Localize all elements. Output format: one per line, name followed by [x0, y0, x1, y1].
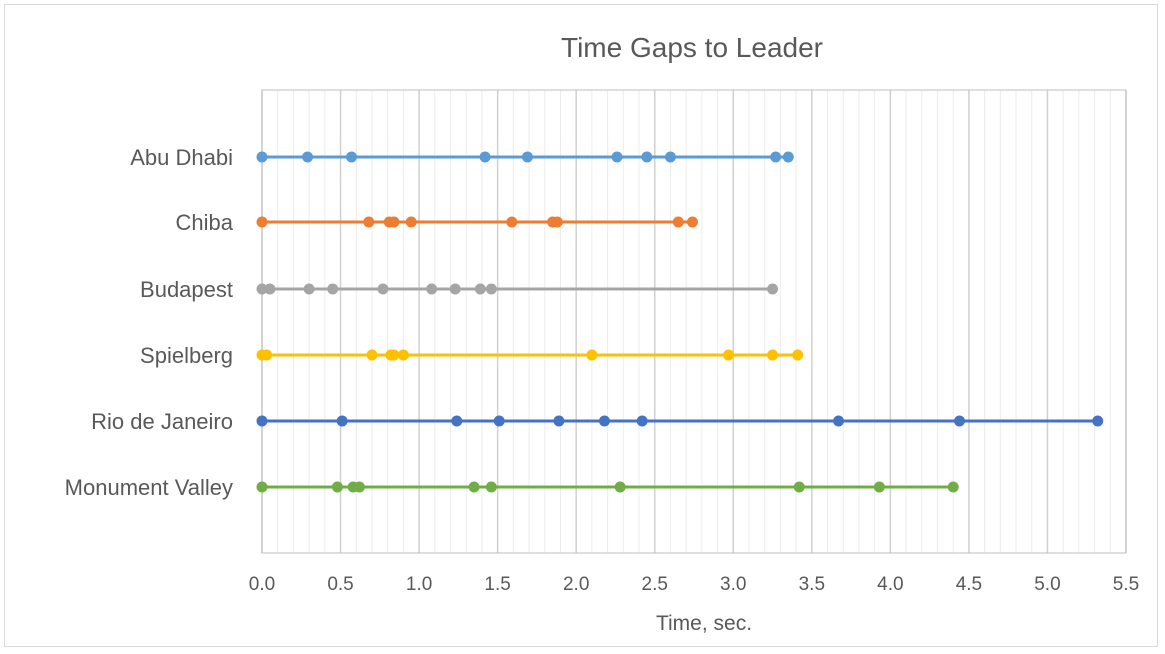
data-point [873, 481, 885, 493]
data-point [664, 151, 676, 163]
data-point [521, 151, 533, 163]
data-point [833, 415, 845, 427]
category-label: Monument Valley [65, 475, 233, 500]
data-point [303, 283, 315, 295]
x-tick-label: 5.5 [1113, 574, 1139, 595]
x-tick-label: 1.0 [406, 574, 432, 595]
x-tick-label: 2.5 [642, 574, 668, 595]
data-point [302, 151, 314, 163]
series-group [256, 151, 1104, 493]
chart-title: Time Gaps to Leader [561, 32, 823, 63]
data-point [686, 216, 698, 228]
data-point [479, 151, 491, 163]
data-point [770, 151, 782, 163]
x-tick-label: 4.0 [877, 574, 903, 595]
data-point [468, 481, 480, 493]
data-point [614, 481, 626, 493]
data-point [953, 415, 965, 427]
category-label: Chiba [176, 210, 234, 235]
plot-area-border [261, 89, 1127, 554]
data-point [723, 349, 735, 361]
data-point [256, 415, 268, 427]
data-point [792, 349, 804, 361]
data-point [485, 481, 497, 493]
series-spielberg [256, 349, 804, 361]
data-point [256, 481, 268, 493]
x-tick-label: 3.5 [799, 574, 825, 595]
category-labels: Abu Dhabi Chiba Budapest Spielberg Rio de Ja… [65, 145, 234, 500]
category-label: Budapest [140, 277, 233, 302]
data-point [611, 151, 623, 163]
data-point [449, 283, 461, 295]
data-point [366, 349, 378, 361]
x-tick-label: 1.5 [484, 574, 510, 595]
x-tick-label: 0.5 [327, 574, 353, 595]
category-label: Rio de Janeiro [91, 409, 233, 434]
data-point [551, 216, 563, 228]
gridlines [261, 90, 1127, 553]
data-point [947, 481, 959, 493]
data-point [598, 415, 610, 427]
x-tick-label: 4.5 [956, 574, 982, 595]
series-budapest [256, 283, 779, 295]
series-abu-dhabi [256, 151, 794, 163]
data-point [261, 349, 273, 361]
series-chiba [256, 216, 698, 228]
data-point [336, 415, 348, 427]
series-rio-de-janeiro [256, 415, 1104, 427]
data-point [474, 283, 486, 295]
x-axis-title: Time, sec. [656, 612, 752, 635]
chart-area [4, 4, 1158, 647]
data-point [1092, 415, 1104, 427]
data-point [641, 151, 653, 163]
data-point [256, 283, 268, 295]
data-point [256, 216, 268, 228]
data-point [485, 283, 497, 295]
data-point [506, 216, 518, 228]
data-point [331, 481, 343, 493]
data-point [388, 216, 400, 228]
data-point [327, 283, 339, 295]
x-axis-ticks: 0.0 0.5 1.0 1.5 2.0 2.5 3.0 3.5 4.0 4.5 5.0 5.5 [249, 574, 1139, 595]
category-label: Spielberg [140, 343, 233, 368]
data-point [377, 283, 389, 295]
x-tick-label: 5.0 [1034, 574, 1060, 595]
data-point [264, 283, 276, 295]
data-point [451, 415, 463, 427]
data-point [782, 151, 794, 163]
data-point [793, 481, 805, 493]
data-point [256, 151, 268, 163]
data-point [363, 216, 375, 228]
data-point [353, 481, 365, 493]
data-point [493, 415, 505, 427]
x-tick-label: 2.0 [563, 574, 589, 595]
series-monument-valley [256, 481, 959, 493]
data-point [672, 216, 684, 228]
data-point [388, 349, 400, 361]
data-point [553, 415, 565, 427]
data-point [346, 151, 358, 163]
data-point [636, 415, 648, 427]
data-point [426, 283, 438, 295]
data-point [397, 349, 409, 361]
x-tick-label: 3.0 [720, 574, 746, 595]
x-tick-label: 0.0 [249, 574, 275, 595]
data-point [767, 283, 779, 295]
data-point [405, 216, 417, 228]
data-point [586, 349, 598, 361]
data-point [767, 349, 779, 361]
category-label: Abu Dhabi [130, 145, 233, 170]
